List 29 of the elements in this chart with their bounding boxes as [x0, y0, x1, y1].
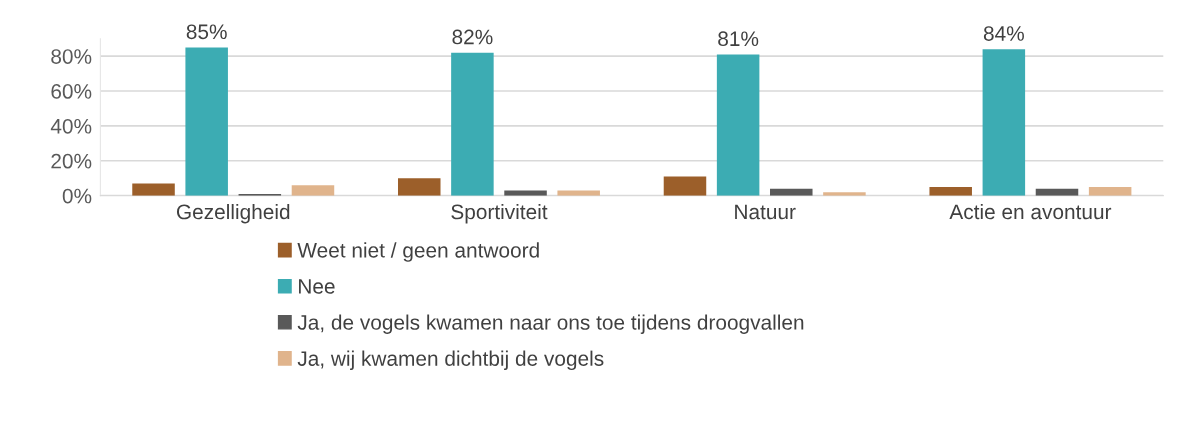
x-tick-label: Natuur: [735, 204, 796, 220]
data-label: 81%: [718, 31, 759, 47]
legend-label: Nee: [299, 279, 335, 294]
y-tick-label: 40%: [50, 118, 92, 134]
x-tick-label: Gezelligheid: [176, 203, 290, 224]
data-label: 82%: [452, 29, 493, 45]
bar: [557, 190, 600, 196]
x-tick-label: Actie en avontuur: [949, 203, 1112, 220]
legend-label: Ja, de vogels kwamen naar ons toe tijdens droogvallen: [297, 314, 804, 334]
bar: [663, 176, 707, 196]
bar: [504, 190, 547, 196]
bar: [451, 52, 494, 196]
y-tick-label: 0%: [62, 188, 92, 204]
y-tick-label: 80%: [51, 49, 92, 64]
y-tick-label: 60%: [51, 84, 92, 99]
data-label: 84%: [983, 26, 1024, 41]
bar: [929, 186, 972, 196]
bar: [185, 47, 228, 196]
legend-label: Ja, wij kwamen dichtbij de vogels: [297, 350, 604, 371]
bar: [132, 183, 175, 196]
data-label: 85%: [186, 24, 227, 40]
y-tick-label: 20%: [51, 153, 92, 169]
x-tick-label: Sportiviteit: [451, 203, 548, 224]
bar: [398, 178, 441, 196]
bar: [716, 54, 760, 196]
bar: [982, 49, 1026, 196]
legend-label: Weet niet / geen antwoord: [297, 242, 539, 262]
bar: [1088, 186, 1132, 196]
bar: [291, 185, 335, 196]
